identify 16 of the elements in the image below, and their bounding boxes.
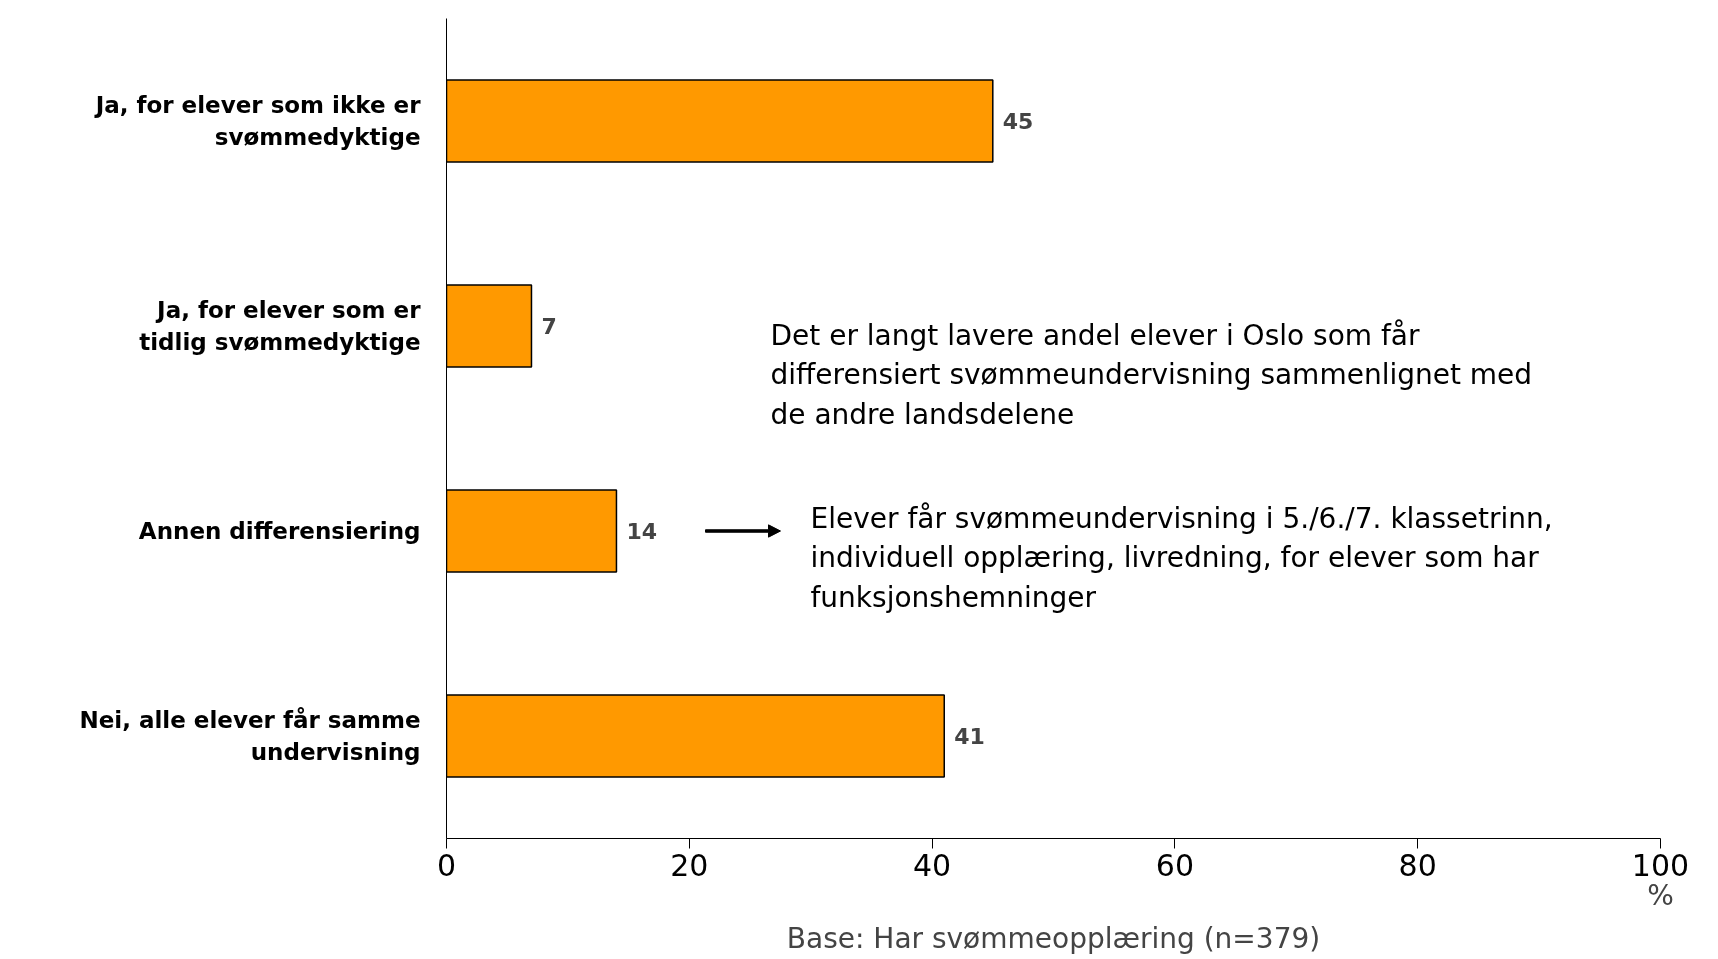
x-tick-label: 20 [670,847,709,883]
annotation: Elever får svømmeundervisning i 5./6./7. klassetrinn, individuell opplæring, livredning, for elever som har funksjonshemninger [810,501,1553,614]
data-label: 14 [626,519,658,544]
y-tick-label: Nei, alle elever får samme undervisning [79,707,421,765]
x-tick-label: 40 [913,847,952,883]
data-label: 7 [541,314,557,339]
data-label: 45 [1002,109,1034,134]
data-label: 41 [954,724,985,749]
x-tick-label: 80 [1398,847,1437,883]
x-tick-label: 60 [1155,847,1194,883]
annotation: Det er langt lavere andel elever i Oslo som får differensiert svømmeundervisning sammenlignet med de andre landsdelene [770,318,1533,431]
y-tick-label: Ja, for elever som ikke er svømmedyktige [93,92,422,150]
y-tick-label: Annen differensiering [138,518,421,544]
y-tick-label: Ja, for elever som er tidlig svømmedyktige [139,297,422,355]
x-tick-label: 0 [436,847,457,883]
text: Base: Har svømmeopplæring (n=379) [786,921,1321,955]
